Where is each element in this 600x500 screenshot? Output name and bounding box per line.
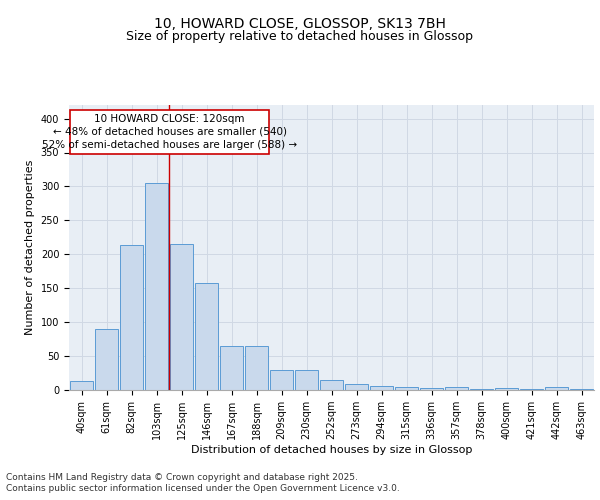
Text: 10 HOWARD CLOSE: 120sqm: 10 HOWARD CLOSE: 120sqm — [94, 114, 245, 124]
Bar — [520, 388, 544, 390]
FancyBboxPatch shape — [70, 110, 269, 154]
Bar — [370, 386, 394, 390]
X-axis label: Distribution of detached houses by size in Glossop: Distribution of detached houses by size … — [191, 445, 472, 455]
Bar — [445, 388, 469, 390]
Text: 10, HOWARD CLOSE, GLOSSOP, SK13 7BH: 10, HOWARD CLOSE, GLOSSOP, SK13 7BH — [154, 18, 446, 32]
Text: Contains public sector information licensed under the Open Government Licence v3: Contains public sector information licen… — [6, 484, 400, 493]
Y-axis label: Number of detached properties: Number of detached properties — [25, 160, 35, 335]
Bar — [320, 380, 343, 390]
Text: Contains HM Land Registry data © Crown copyright and database right 2025.: Contains HM Land Registry data © Crown c… — [6, 472, 358, 482]
Bar — [194, 283, 218, 390]
Bar — [470, 388, 493, 390]
Bar — [170, 244, 193, 390]
Bar — [95, 329, 118, 390]
Bar — [145, 183, 169, 390]
Bar — [344, 384, 368, 390]
Bar — [70, 380, 94, 390]
Bar — [269, 370, 293, 390]
Bar — [494, 388, 518, 390]
Bar — [569, 388, 593, 390]
Bar — [119, 246, 143, 390]
Text: 52% of semi-detached houses are larger (588) →: 52% of semi-detached houses are larger (… — [42, 140, 297, 149]
Bar — [245, 346, 268, 390]
Bar — [220, 346, 244, 390]
Bar — [545, 388, 568, 390]
Bar — [395, 386, 418, 390]
Text: ← 48% of detached houses are smaller (540): ← 48% of detached houses are smaller (54… — [53, 126, 287, 136]
Text: Size of property relative to detached houses in Glossop: Size of property relative to detached ho… — [127, 30, 473, 43]
Bar — [295, 370, 319, 390]
Bar — [419, 388, 443, 390]
